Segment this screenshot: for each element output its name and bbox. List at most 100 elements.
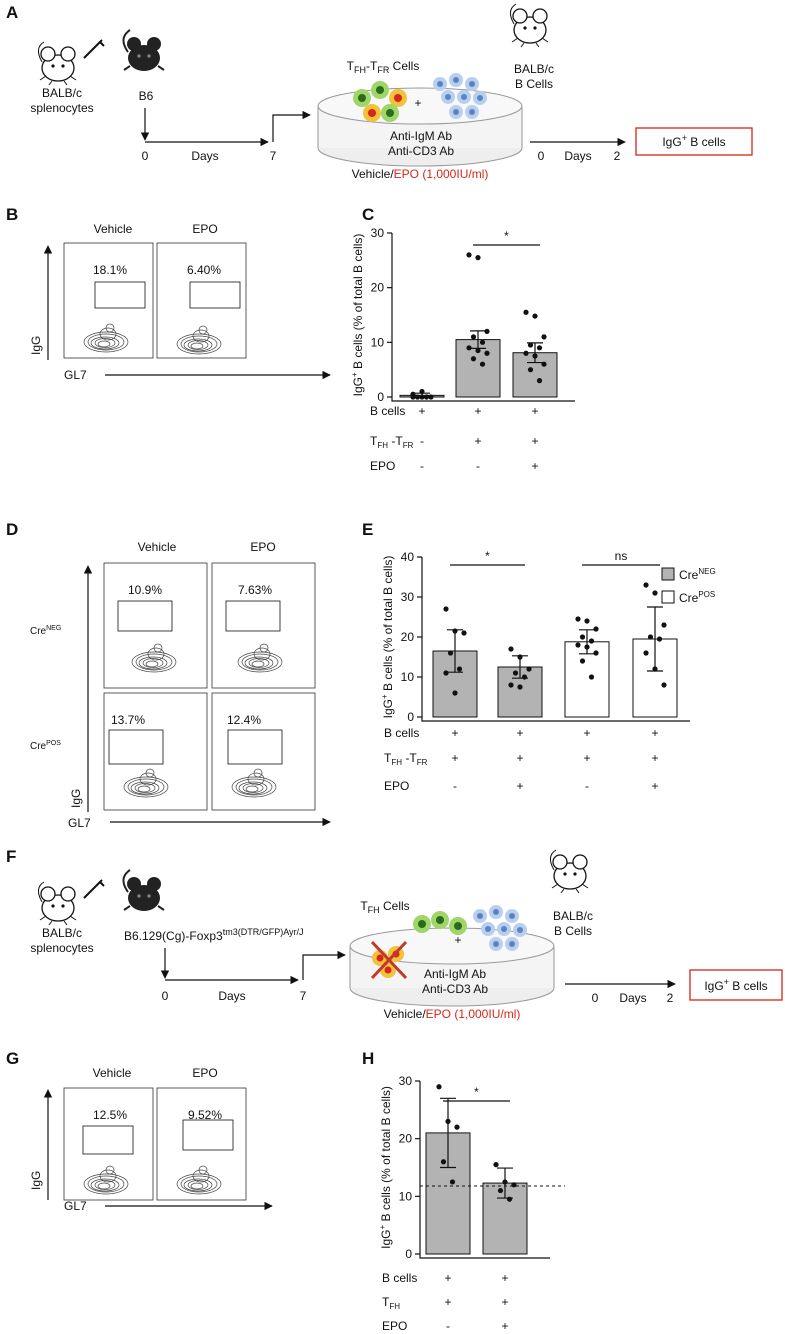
y-tick-label: 10 [371, 335, 385, 349]
text: EPO (1,000IU/ml) [426, 1007, 521, 1021]
condition-value: + [651, 779, 658, 793]
legend-swatch [661, 567, 675, 581]
text: B cells (% of total B cells) [379, 1086, 393, 1225]
text: Vehicle/ [352, 167, 395, 181]
text: + [724, 977, 729, 987]
condition-label: EPO [370, 459, 395, 473]
data-point [410, 391, 416, 397]
row-label: CrePOS [30, 740, 61, 752]
text: B cells [729, 979, 768, 993]
percentage: 9.52% [188, 1108, 222, 1122]
treatment: Vehicle/EPO (1,000IU/ml) [352, 167, 489, 181]
y-tick-label: 0 [377, 390, 384, 404]
data-point [484, 350, 490, 356]
condition-label: EPO [384, 779, 409, 793]
column-label: EPO [192, 222, 217, 236]
panel-label: G [6, 1049, 19, 1068]
legend-label: CrePOS [679, 590, 715, 605]
day: 7 [270, 149, 277, 163]
axis-label: GL7 [64, 368, 87, 382]
condition-label: TFH [382, 1295, 400, 1311]
condition-value: + [474, 404, 481, 418]
depleted-treg [370, 940, 408, 980]
readout: IgG+ B cells [704, 977, 767, 993]
data-point [475, 347, 481, 354]
data-point [419, 388, 425, 395]
mouse-icon [37, 41, 77, 86]
y-tick-label: 20 [401, 630, 415, 644]
data-point [470, 356, 477, 362]
y-tick-label: 20 [371, 281, 385, 295]
data-point [508, 682, 514, 688]
bar [497, 666, 543, 718]
text: NEG [698, 567, 715, 576]
cell-label: TFH-TFR Cells [347, 59, 420, 75]
text: B cells [687, 135, 726, 149]
condition-value: - [585, 779, 589, 793]
y-tick-label: 10 [401, 670, 415, 684]
text: Cells [380, 899, 410, 913]
condition-value: - [420, 434, 424, 448]
percentage: 6.40% [187, 263, 221, 277]
text: IgG [662, 135, 681, 149]
panel-f: F BALB/c splenocytes B6.129(Cg)-Foxp3tm3… [6, 847, 783, 1021]
text: Cre [679, 591, 699, 605]
data-point [521, 674, 528, 680]
data-point [661, 682, 667, 688]
gate [82, 1125, 134, 1155]
text: FH [391, 758, 402, 767]
y-tick-label: 20 [399, 1132, 413, 1146]
data-point [523, 309, 529, 315]
mouse-icon [37, 881, 77, 926]
y-axis-label: IgG+ B cells (% of total B cells) [350, 234, 365, 397]
data-point [523, 350, 529, 356]
data-point [479, 361, 486, 367]
text: POS [46, 740, 61, 747]
data-point [436, 1084, 442, 1090]
text: T [347, 59, 355, 73]
significance-label: * [485, 549, 490, 563]
data-point [470, 334, 477, 340]
data-point [440, 1159, 447, 1165]
condition-label: B cells [370, 404, 405, 418]
y-tick-label: 0 [407, 710, 414, 724]
data-point [452, 690, 458, 696]
arrow [272, 110, 311, 142]
data-point [517, 654, 523, 660]
mouse-icon [122, 869, 165, 912]
panel-b: B Vehicle EPO 18.1% 6.40% IgG GL7 [6, 205, 331, 382]
condition-value: - [420, 459, 424, 473]
condition-value: + [531, 404, 538, 418]
data-point [443, 606, 449, 612]
text: FH [354, 65, 366, 75]
text: NEG [46, 625, 61, 632]
data-point [647, 634, 654, 640]
text: Cells [389, 59, 419, 73]
condition-value: - [476, 459, 480, 473]
data-point [584, 644, 590, 650]
data-point [643, 650, 649, 656]
panel-d: D Vehicle EPO CreNEG CrePOS 10.9% 7.63% … [6, 520, 331, 830]
day: 0 [142, 149, 149, 163]
gate [117, 600, 173, 632]
text: B cells [382, 1271, 417, 1285]
condition-value: + [516, 779, 523, 793]
panel-label: C [362, 205, 374, 224]
text: T [360, 899, 368, 913]
condition-value: + [531, 459, 538, 473]
gate [182, 1119, 234, 1151]
error-bar [579, 629, 595, 655]
panel-label: H [362, 1049, 374, 1068]
data-point [652, 666, 658, 672]
text: Cre [30, 741, 47, 752]
y-tick-label: 30 [371, 226, 385, 240]
data-point [414, 394, 421, 400]
axis [391, 233, 575, 402]
text: B cells [370, 404, 405, 418]
data-point [575, 616, 581, 622]
antibody: Anti-CD3 Ab [388, 144, 454, 158]
data-point [575, 642, 581, 648]
data-point [452, 628, 458, 634]
donor: BALB/c [42, 86, 82, 100]
plus: + [454, 933, 461, 947]
